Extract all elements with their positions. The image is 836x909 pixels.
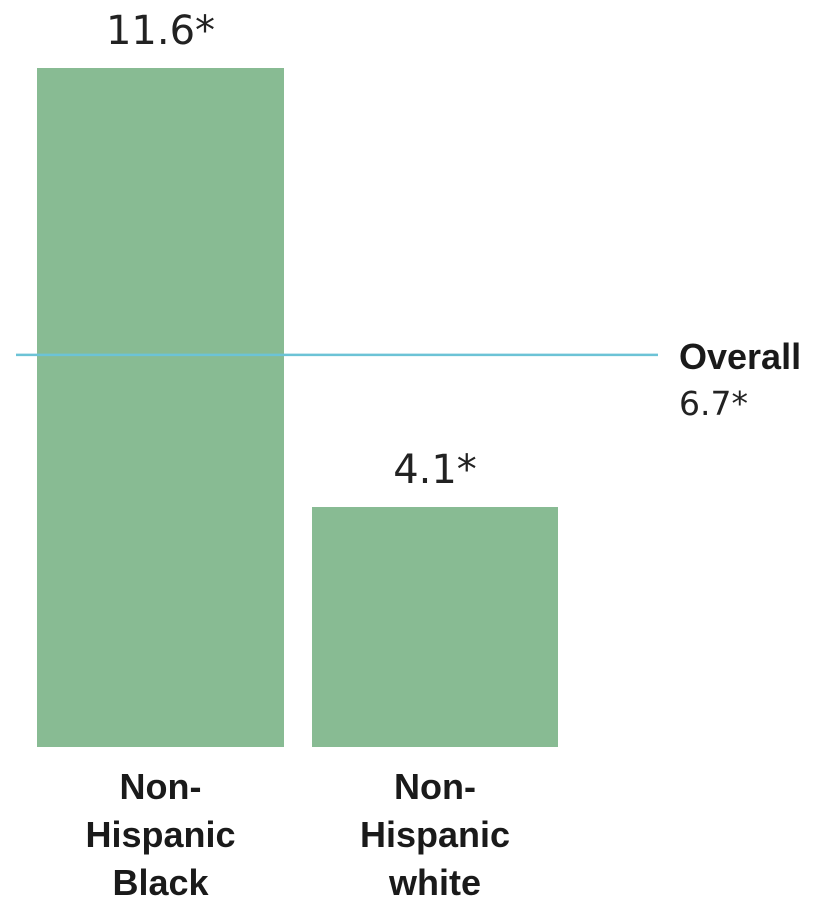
bar-2	[312, 507, 558, 747]
value-labels-group: 11.6* 4.1*	[106, 8, 477, 493]
value-label-2: 4.1*	[393, 447, 477, 493]
category-label-line: Non-	[120, 766, 202, 807]
bars-group	[37, 68, 558, 747]
overall-label: Overall	[679, 336, 801, 377]
value-label-1: 11.6*	[106, 8, 215, 54]
category-label-line: Non-	[394, 766, 476, 807]
category-label-line: white	[388, 862, 481, 903]
category-labels-group: Non- Hispanic Black Non- Hispanic white	[85, 766, 510, 903]
category-label-line: Black	[112, 862, 209, 903]
category-label-1: Non- Hispanic Black	[85, 766, 235, 903]
category-label-line: Hispanic	[85, 814, 235, 855]
category-label-line: Hispanic	[360, 814, 510, 855]
overall-value-label: 6.7*	[679, 384, 748, 423]
category-label-2: Non- Hispanic white	[360, 766, 510, 903]
bar-1	[37, 68, 284, 747]
